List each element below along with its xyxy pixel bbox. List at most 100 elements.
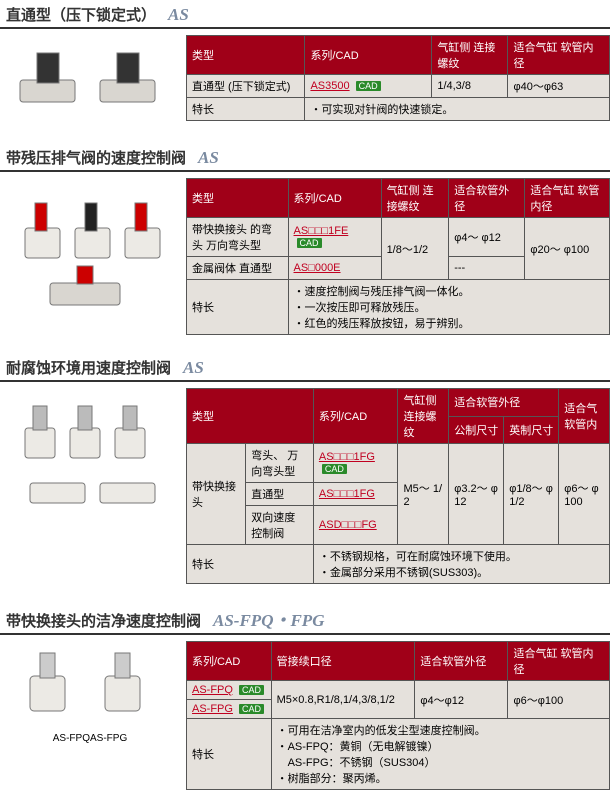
feature-item: 可用在洁净室内的低发尘型速度控制阀。 xyxy=(277,722,604,738)
feature-label: 特长 xyxy=(187,98,305,121)
cell: φ6～φ100 xyxy=(508,681,610,719)
cell: --- xyxy=(449,257,525,280)
cad-badge[interactable]: CAD xyxy=(297,238,322,248)
cell: φ6～ φ100 xyxy=(559,444,610,545)
section-divider xyxy=(0,633,610,635)
feature-cell: 可用在洁净室内的低发尘型速度控制阀。 AS-FPQ：黄铜（无电解镀镍） AS-F… xyxy=(271,719,609,790)
cell-bore: φ40～φ63 xyxy=(508,75,610,98)
table-row: AS-FPQ CAD M5×0.8,R1/8,1/4,3/8,1/2 φ4～φ1… xyxy=(187,681,610,700)
series-link[interactable]: ASD□□□FG xyxy=(319,519,377,531)
feature-label: 特长 xyxy=(187,719,272,790)
cell: 金属阀体 直通型 xyxy=(187,257,289,280)
th: 适合软管外径 xyxy=(449,389,559,417)
series-link[interactable]: AS□□□1FG xyxy=(319,451,375,463)
cell: 直通型 xyxy=(246,483,314,506)
th-bore: 适合气缸 软管内径 xyxy=(508,36,610,75)
cell-type: 直通型 (压下锁定式) xyxy=(187,75,305,98)
cell: AS□000E xyxy=(288,257,381,280)
series-link[interactable]: AS3500 xyxy=(310,80,349,92)
cad-badge[interactable]: CAD xyxy=(322,464,347,474)
cell: 双向速度 控制阀 xyxy=(246,506,314,545)
section-title-en: AS xyxy=(198,148,219,168)
feature-item: 不锈钢规格，可在耐腐蚀环境下使用。 xyxy=(319,548,604,564)
cell: φ4～ φ12 xyxy=(449,218,525,257)
cell: φ3.2～ φ12 xyxy=(449,444,504,545)
feature-cell: 速度控制阀与残压排气阀一体化。 一次按压即可释放残压。 红色的残压释放按钮，易于… xyxy=(288,280,609,335)
cell: AS□□□1FG CAD xyxy=(313,444,398,483)
th: 适合气 软管内 xyxy=(559,389,610,444)
cell: M5×0.8,R1/8,1/4,3/8,1/2 xyxy=(271,681,415,719)
feature-cell: 可实现对针阀的快速锁定。 xyxy=(305,98,610,121)
feature-item: 金属部分采用不锈钢(SUS303)。 xyxy=(319,564,604,580)
cell-series: AS3500 CAD xyxy=(305,75,432,98)
feature-label: 特长 xyxy=(187,545,314,584)
cell: ASD□□□FG xyxy=(313,506,398,545)
th-type: 类型 xyxy=(187,36,305,75)
th: 气缸侧 连接螺纹 xyxy=(381,179,449,218)
th: 适合软管外径 xyxy=(415,642,508,681)
cell: 弯头、 万向弯头型 xyxy=(246,444,314,483)
cad-badge[interactable]: CAD xyxy=(239,704,264,714)
section-title-en: AS-FPQ・FPG xyxy=(213,606,324,631)
th: 管接续口径 xyxy=(271,642,415,681)
series-link[interactable]: AS-FPG xyxy=(192,703,233,715)
product-image-4: AS-FPQ AS-FPG xyxy=(0,641,180,744)
th-sub: 英制尺寸 xyxy=(504,416,559,444)
img-label: AS-FPQ xyxy=(53,733,90,744)
cell: AS-FPG CAD xyxy=(187,700,272,719)
feature-row: 特长 可用在洁净室内的低发尘型速度控制阀。 AS-FPQ：黄铜（无电解镀镍） A… xyxy=(187,719,610,790)
cell: AS□□□1FG xyxy=(313,483,398,506)
feature-item: 树脂部分：聚丙烯。 xyxy=(277,770,604,786)
th: 系列/CAD xyxy=(288,179,381,218)
section-divider xyxy=(0,380,610,382)
section-divider xyxy=(0,170,610,172)
cell-group: 带快换接头 xyxy=(187,444,246,545)
th: 系列/CAD xyxy=(313,389,398,444)
th: 类型 xyxy=(187,389,314,444)
th: 类型 xyxy=(187,179,289,218)
th: 适合气缸 软管内径 xyxy=(508,642,610,681)
section-title-en: AS xyxy=(168,5,189,25)
spec-table-1: 类型 系列/CAD 气缸侧 连接螺纹 适合气缸 软管内径 直通型 (压下锁定式)… xyxy=(186,35,610,121)
th-series: 系列/CAD xyxy=(305,36,432,75)
img-label: AS-FPG xyxy=(90,733,127,744)
cad-badge[interactable]: CAD xyxy=(239,685,264,695)
th: 系列/CAD xyxy=(187,642,272,681)
section-residual-exhaust: 带残压排气阀的速度控制阀 AS xyxy=(0,143,610,335)
feature-row: 特长 不锈钢规格，可在耐腐蚀环境下使用。 金属部分采用不锈钢(SUS303)。 xyxy=(187,545,610,584)
product-image-3 xyxy=(0,388,180,518)
series-link[interactable]: AS□□□1FG xyxy=(319,488,375,500)
section-corrosion-resist: 耐腐蚀环境用速度控制阀 AS xyxy=(0,353,610,584)
table-row: 带快换接头 的弯头 万向弯头型 AS□□□1FE CAD 1/8～1/2 φ4～… xyxy=(187,218,610,257)
spec-table-3: 类型 系列/CAD 气缸侧 连接螺纹 适合软管外径 适合气 软管内 公制尺寸 英… xyxy=(186,388,610,584)
feature-item: 红色的残压释放按钮，易于辨别。 xyxy=(294,315,604,331)
cell: AS-FPQ CAD xyxy=(187,681,272,700)
section-title-zh: 带快换接头的洁净速度控制阀 xyxy=(6,610,201,631)
image-sublabels: AS-FPQ AS-FPG xyxy=(53,733,127,744)
feature-cell: 不锈钢规格，可在耐腐蚀环境下使用。 金属部分采用不锈钢(SUS303)。 xyxy=(313,545,609,584)
th: 适合软管外径 xyxy=(449,179,525,218)
spec-table-4: 系列/CAD 管接续口径 适合软管外径 适合气缸 软管内径 AS-FPQ CAD… xyxy=(186,641,610,790)
cell: 1/8～1/2 xyxy=(381,218,449,280)
series-link[interactable]: AS□□□1FE xyxy=(294,225,349,237)
series-link[interactable]: AS-FPQ xyxy=(192,684,233,696)
section-title-zh: 耐腐蚀环境用速度控制阀 xyxy=(6,357,171,378)
section-title-row: 直通型（压下锁定式） AS xyxy=(0,0,610,27)
cell: M5～ 1/2 xyxy=(398,444,449,545)
cell: 带快换接头 的弯头 万向弯头型 xyxy=(187,218,289,257)
feature-label: 特长 xyxy=(187,280,289,335)
feature-item: 可实现对针阀的快速锁定。 xyxy=(310,101,604,117)
cell-thread: 1/4,3/8 xyxy=(432,75,508,98)
section-title-zh: 直通型（压下锁定式） xyxy=(6,4,156,25)
th: 气缸侧 连接螺纹 xyxy=(398,389,449,444)
cell: AS□□□1FE CAD xyxy=(288,218,381,257)
series-link[interactable]: AS□000E xyxy=(294,262,341,274)
product-image-2 xyxy=(0,178,180,318)
cell: φ4～φ12 xyxy=(415,681,508,719)
table-row: 带快换接头 弯头、 万向弯头型 AS□□□1FG CAD M5～ 1/2 φ3.… xyxy=(187,444,610,483)
spec-table-2: 类型 系列/CAD 气缸侧 连接螺纹 适合软管外径 适合气缸 软管内径 带快换接… xyxy=(186,178,610,335)
section-title-en: AS xyxy=(183,358,204,378)
product-image-1 xyxy=(0,35,180,125)
section-title-zh: 带残压排气阀的速度控制阀 xyxy=(6,147,186,168)
cad-badge[interactable]: CAD xyxy=(356,81,381,91)
